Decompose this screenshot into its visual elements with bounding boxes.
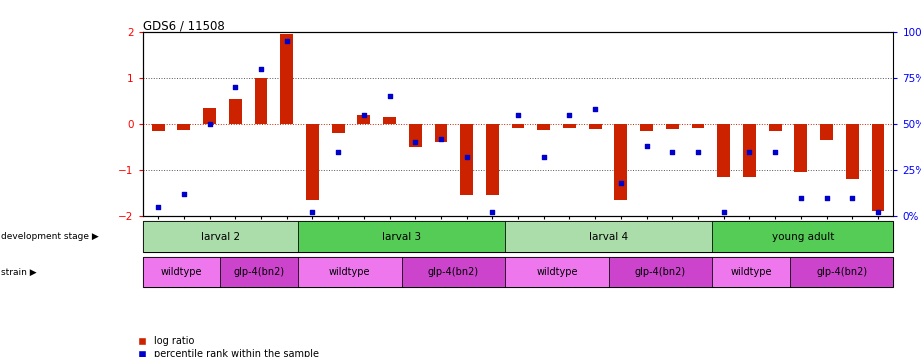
Text: wildtype: wildtype <box>536 267 577 277</box>
Point <box>768 149 783 155</box>
Point <box>665 149 680 155</box>
Point <box>613 180 628 186</box>
Bar <box>614 124 627 200</box>
Point <box>485 210 500 215</box>
Point <box>203 121 217 127</box>
Point <box>305 210 320 215</box>
Text: wildtype: wildtype <box>161 267 203 277</box>
Point <box>253 66 268 72</box>
Bar <box>332 124 344 133</box>
Bar <box>505 221 712 252</box>
Bar <box>505 257 609 287</box>
Bar <box>712 257 790 287</box>
Legend: log ratio, percentile rank within the sample: log ratio, percentile rank within the sa… <box>138 336 319 357</box>
Bar <box>845 124 858 179</box>
Bar <box>357 115 370 124</box>
Bar <box>143 221 298 252</box>
Point <box>691 149 705 155</box>
Bar <box>692 124 705 128</box>
Text: larval 2: larval 2 <box>201 231 240 242</box>
Point <box>331 149 345 155</box>
Text: glp-4(bn2): glp-4(bn2) <box>234 267 285 277</box>
Text: wildtype: wildtype <box>730 267 772 277</box>
Point <box>356 112 371 118</box>
Bar <box>298 257 402 287</box>
Point <box>382 94 397 99</box>
Bar <box>204 108 216 124</box>
Bar <box>537 124 550 130</box>
Bar <box>769 124 782 131</box>
Bar <box>460 124 473 195</box>
Text: glp-4(bn2): glp-4(bn2) <box>816 267 868 277</box>
Text: larval 3: larval 3 <box>382 231 421 242</box>
Point <box>434 136 449 142</box>
Point <box>460 154 474 160</box>
Bar <box>871 124 884 211</box>
Bar <box>383 117 396 124</box>
Bar <box>609 257 712 287</box>
Point <box>794 195 809 201</box>
Bar <box>589 124 601 129</box>
Bar <box>409 124 422 147</box>
Point <box>717 210 731 215</box>
Bar <box>229 99 241 124</box>
Text: GDS6 / 11508: GDS6 / 11508 <box>143 19 225 32</box>
Point <box>562 112 577 118</box>
Bar <box>178 124 191 130</box>
Bar <box>152 124 165 131</box>
Point <box>279 39 294 44</box>
Point <box>510 112 525 118</box>
Bar <box>402 257 505 287</box>
Bar <box>666 124 679 129</box>
Point <box>845 195 859 201</box>
Point <box>639 143 654 149</box>
Bar <box>435 124 448 141</box>
Bar <box>298 221 505 252</box>
Point <box>742 149 757 155</box>
Text: glp-4(bn2): glp-4(bn2) <box>427 267 479 277</box>
Bar <box>790 257 893 287</box>
Bar <box>306 124 319 200</box>
Bar <box>143 257 220 287</box>
Text: larval 4: larval 4 <box>589 231 628 242</box>
Point <box>588 106 602 112</box>
Point <box>819 195 834 201</box>
Bar <box>280 34 293 124</box>
Bar <box>640 124 653 131</box>
Text: wildtype: wildtype <box>329 267 370 277</box>
Bar <box>743 124 756 177</box>
Text: young adult: young adult <box>772 231 834 242</box>
Point <box>536 154 551 160</box>
Point <box>151 204 166 210</box>
Text: development stage ▶: development stage ▶ <box>1 232 99 241</box>
Text: glp-4(bn2): glp-4(bn2) <box>635 267 686 277</box>
Point <box>870 210 885 215</box>
Bar <box>820 124 833 140</box>
Bar <box>254 78 267 124</box>
Point <box>177 191 192 197</box>
Point <box>227 85 242 90</box>
Bar <box>512 124 524 128</box>
Bar <box>486 124 499 195</box>
Bar <box>717 124 730 177</box>
Bar <box>712 221 893 252</box>
Bar <box>795 124 807 172</box>
Point <box>408 140 423 145</box>
Text: strain ▶: strain ▶ <box>1 268 37 277</box>
Bar <box>563 124 576 128</box>
Bar <box>220 257 298 287</box>
